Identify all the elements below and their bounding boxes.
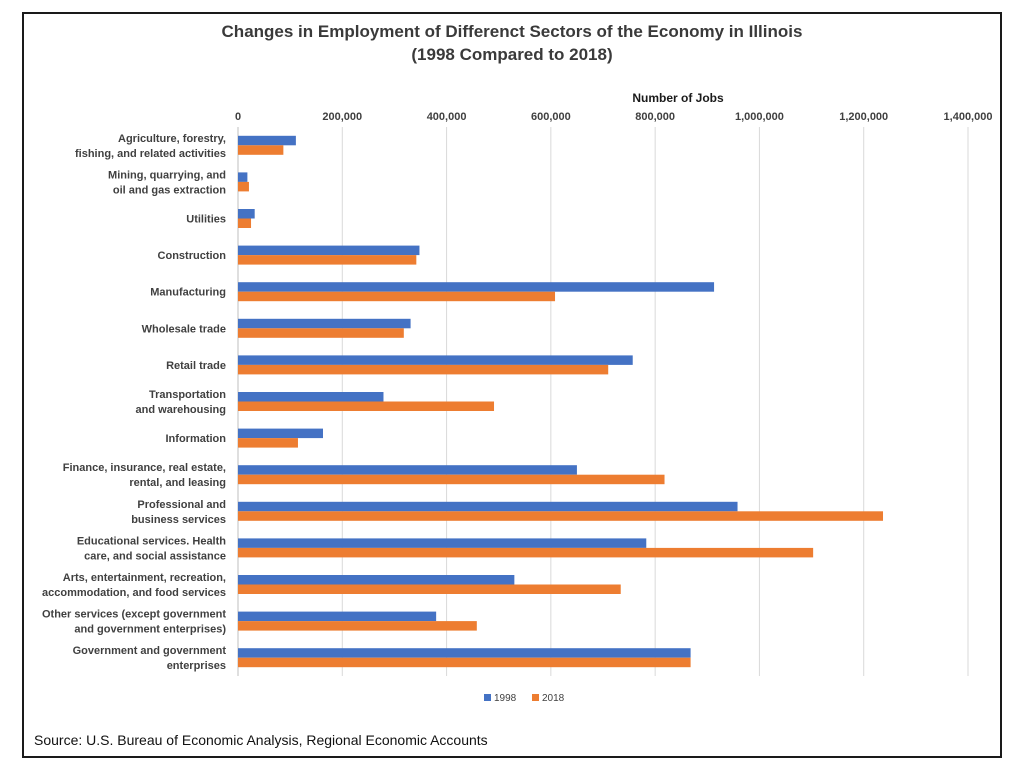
x-tick-label: 0 — [235, 111, 241, 123]
source-note: Source: U.S. Bureau of Economic Analysis… — [34, 732, 488, 748]
category-label-line: Finance, insurance, real estate, — [63, 462, 226, 474]
category-label: Arts, entertainment, recreation, accommod… — [42, 572, 226, 599]
bar-2018 — [238, 474, 665, 485]
category-label: Information — [166, 433, 227, 445]
category-label-line: Arts, entertainment, recreation, — [63, 572, 226, 584]
bar-1998 — [238, 318, 411, 329]
category-label-line: fishing, and related activities — [75, 148, 226, 160]
bar-1998 — [238, 245, 420, 256]
bar-chart: Number of Jobs 0 200,000 400,000 600,000 800,… — [42, 91, 993, 704]
bar-2018 — [238, 218, 252, 228]
category-label: Finance, insurance, real estate, rental, … — [63, 462, 226, 489]
category-label-line: and government enterprises) — [74, 624, 226, 636]
category-label-line: Utilities — [186, 214, 226, 226]
category-label-line: accommodation, and food services — [42, 587, 226, 599]
chart-title-line-1: Changes in Employment of Differenct Sect… — [221, 22, 803, 41]
x-axis-title: Number of Jobs — [632, 91, 724, 105]
category-label-line: Transportation — [149, 389, 226, 401]
chart-title-line-2: (1998 Compared to 2018) — [411, 45, 613, 64]
category-label: Professional and business services — [131, 499, 226, 526]
category-label-line: Information — [166, 433, 227, 445]
bar-2018 — [238, 328, 404, 338]
bar-2018 — [238, 621, 477, 631]
legend-swatch-2018 — [532, 694, 539, 701]
chart-title: Changes in Employment of Differenct Sect… — [24, 20, 1000, 66]
category-label: Government and government enterprises — [73, 645, 227, 672]
category-label-line: Educational services. Health — [77, 535, 226, 547]
category-label: Transportation and warehousing — [136, 389, 227, 416]
bar-1998 — [238, 465, 577, 475]
category-label: Retail trade — [166, 360, 226, 372]
category-label: Construction — [158, 250, 227, 262]
bar-1998 — [238, 648, 691, 658]
bar-1998 — [238, 575, 515, 585]
bar-1998 — [238, 209, 255, 219]
bar-2018 — [238, 181, 249, 192]
bar-2018 — [238, 657, 691, 668]
category-label-line: Other services (except government — [42, 609, 226, 621]
bar-1998 — [238, 611, 437, 622]
category-label-line: Mining, quarrying, and — [108, 169, 226, 181]
category-label-line: care, and social assistance — [84, 550, 226, 562]
chart-frame: Changes in Employment of Differenct Sect… — [22, 12, 1002, 758]
category-label: Other services (except government and gov… — [42, 609, 226, 636]
category-label-line: rental, and leasing — [129, 477, 226, 489]
x-tick-label: 1,000,000 — [735, 111, 784, 123]
x-tick-label: 600,000 — [531, 111, 571, 123]
bar-2018 — [238, 438, 298, 448]
x-tick-label: 400,000 — [427, 111, 467, 123]
category-label: Mining, quarrying, and oil and gas extrac… — [108, 169, 226, 196]
x-tick-label: 1,200,000 — [839, 111, 888, 123]
bar-2018 — [238, 291, 556, 302]
legend-swatch-1998 — [484, 694, 491, 701]
category-label-line: Agriculture, forestry, — [118, 133, 226, 145]
bar-1998 — [238, 501, 738, 512]
x-tick-label: 200,000 — [322, 111, 362, 123]
bar-1998 — [238, 538, 647, 548]
bar-2018 — [238, 364, 609, 375]
category-label: Agriculture, forestry, fishing, and relat… — [75, 133, 226, 160]
category-label-line: enterprises — [167, 660, 226, 672]
category-label-line: oil and gas extraction — [113, 184, 226, 196]
x-tick-label: 1,400,000 — [944, 111, 993, 123]
bar-1998 — [238, 392, 384, 402]
bar-2018 — [238, 145, 284, 155]
category-label-line: Professional and — [137, 499, 226, 511]
category-label-line: and warehousing — [136, 404, 226, 416]
category-label: Utilities — [186, 214, 226, 226]
category-label-line: Retail trade — [166, 360, 226, 372]
category-label: Wholesale trade — [142, 323, 226, 335]
legend-label-2018: 2018 — [542, 693, 565, 704]
category-label-line: business services — [131, 514, 226, 526]
category-label-line: Wholesale trade — [142, 323, 226, 335]
category-label: Manufacturing — [150, 287, 226, 299]
category-label-line: Construction — [158, 250, 227, 262]
bar-2018 — [238, 584, 621, 594]
bar-1998 — [238, 428, 323, 439]
category-label-line: Manufacturing — [150, 287, 226, 299]
x-tick-label: 800,000 — [635, 111, 675, 123]
bar-2018 — [238, 401, 495, 411]
bar-2018 — [238, 511, 884, 521]
category-label: Educational services. Health care, and so… — [77, 535, 226, 562]
legend-label-1998: 1998 — [494, 693, 517, 704]
bar-2018 — [238, 255, 417, 265]
bar-2018 — [238, 547, 814, 558]
category-label-line: Government and government — [73, 645, 227, 657]
bar-1998 — [238, 172, 248, 182]
bar-1998 — [238, 282, 715, 292]
bar-1998 — [238, 135, 296, 146]
bar-1998 — [238, 355, 633, 365]
